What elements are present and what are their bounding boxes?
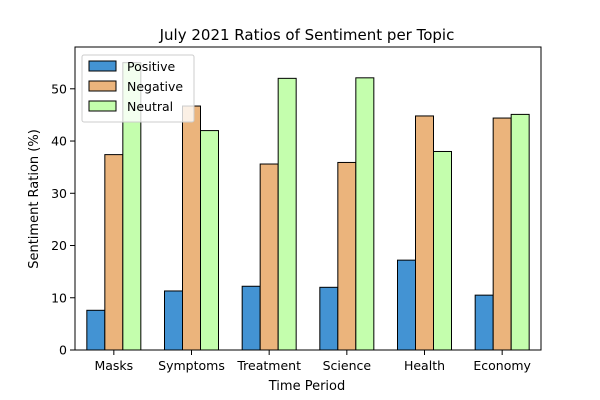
legend-swatch-positive [88, 60, 117, 72]
legend-label-neutral: Neutral [127, 99, 173, 114]
bar-neutral-health [433, 150, 452, 351]
bar-negative-health [415, 115, 434, 351]
x-axis-label: Time Period [268, 379, 345, 394]
y-tick-label: 40 [51, 134, 67, 149]
bar-positive-symptoms [164, 290, 183, 351]
bar-negative-treatment [259, 163, 279, 351]
legend-swatch-negative [88, 80, 117, 92]
chart-title: July 2021 Ratios of Sentiment per Topic [159, 26, 455, 44]
bar-positive-treatment [241, 285, 261, 351]
x-tick-label-economy: Economy [473, 358, 531, 373]
x-axis: Masks Symptoms Treatment Science Health Econo… [94, 350, 532, 373]
x-tick-label-symptoms: Symptoms [158, 358, 225, 373]
legend-label-negative: Negative [127, 79, 183, 94]
x-tick-label-masks: Masks [94, 358, 133, 373]
bar-negative-symptoms [182, 105, 201, 351]
x-tick-label-treatment: Treatment [236, 358, 301, 373]
bar-positive-masks [86, 309, 106, 351]
bar-neutral-symptoms [200, 130, 219, 351]
y-axis: 0 10 20 30 40 50 [51, 81, 75, 358]
y-tick-label: 30 [51, 186, 67, 201]
bar-negative-economy [492, 117, 512, 351]
legend: Positive Negative Neutral [81, 54, 195, 123]
x-tick-label-science: Science [323, 358, 372, 373]
y-tick-label: 50 [51, 81, 67, 96]
legend-swatch-neutral [88, 100, 117, 112]
y-axis-label: Sentiment Ration (%) [27, 129, 42, 269]
y-tick-label: 10 [51, 290, 67, 305]
x-tick-label-health: Health [404, 358, 445, 373]
bar-neutral-science [355, 77, 375, 351]
bar-negative-science [337, 161, 357, 351]
y-tick-label: 20 [51, 238, 67, 253]
bars-group [86, 62, 530, 351]
bar-neutral-economy [510, 113, 530, 351]
bar-negative-masks [104, 154, 124, 351]
legend-label-positive: Positive [127, 59, 175, 74]
bar-positive-economy [474, 294, 494, 351]
plot-border [74, 46, 542, 351]
y-tick-label: 0 [59, 343, 67, 358]
bar-positive-science [319, 286, 339, 351]
bar-positive-health [397, 259, 416, 351]
bar-neutral-treatment [277, 77, 297, 351]
